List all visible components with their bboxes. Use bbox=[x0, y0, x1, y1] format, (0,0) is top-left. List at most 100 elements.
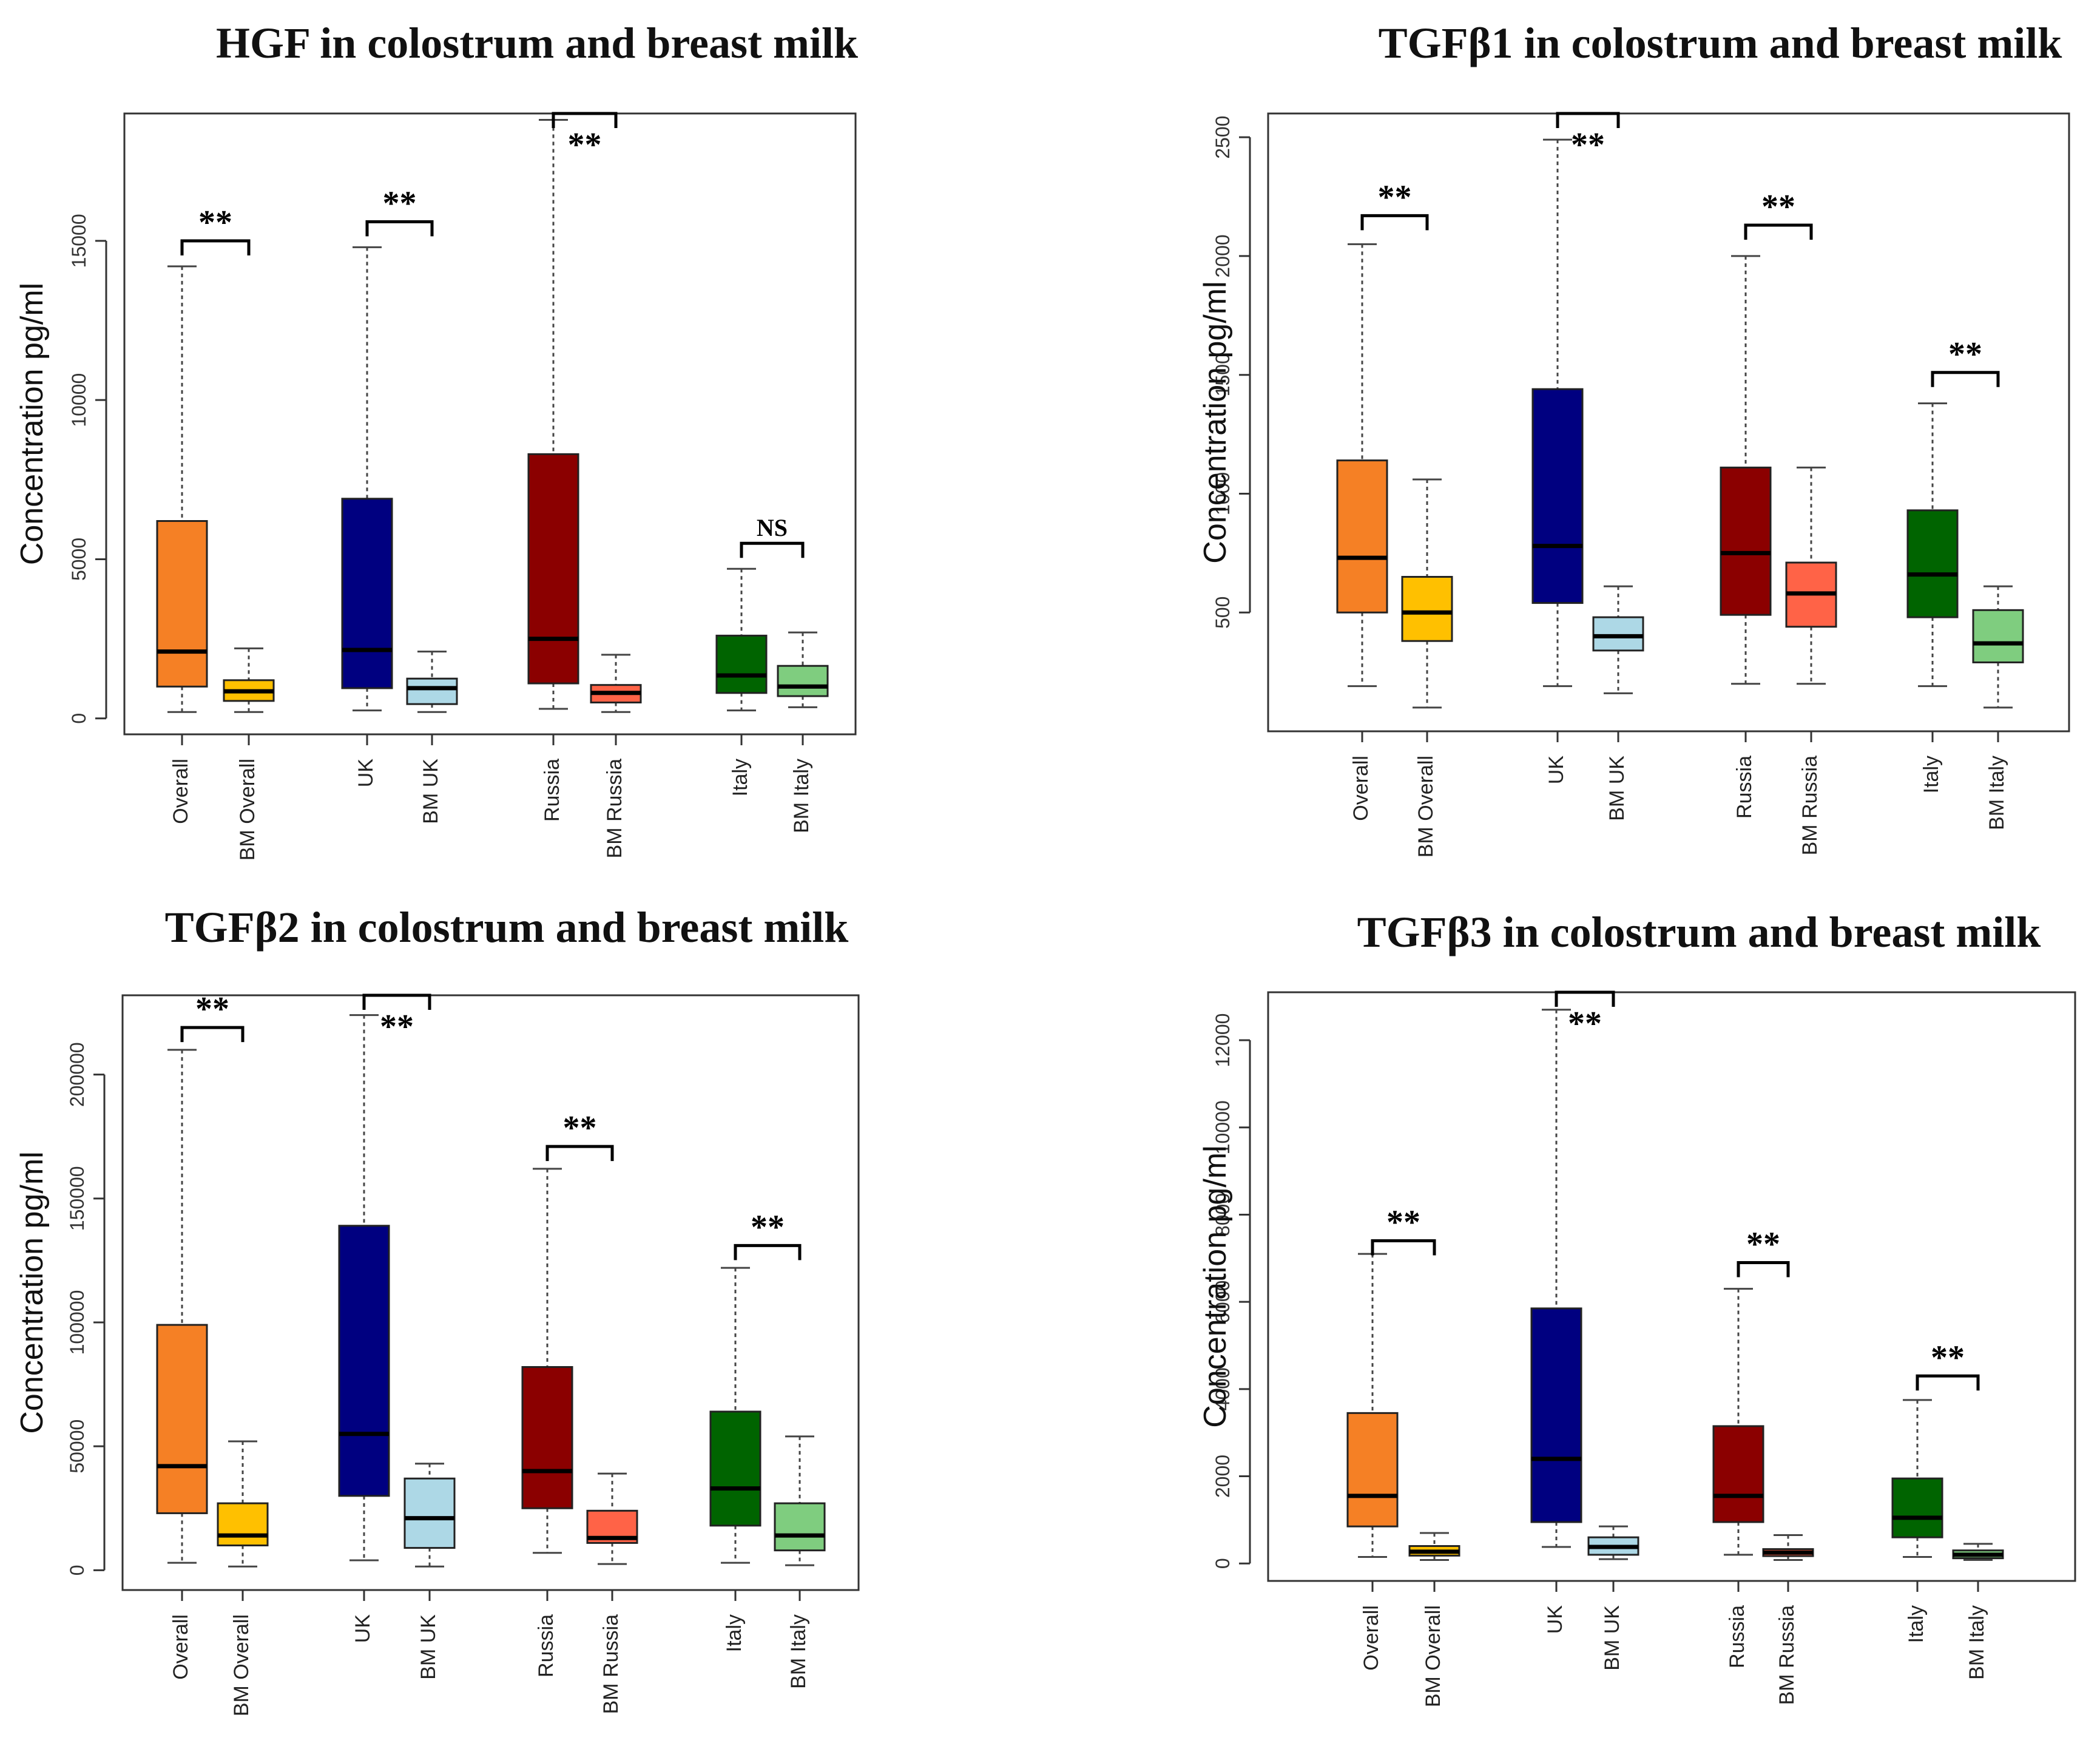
bracket-line bbox=[362, 993, 431, 1010]
chart-title: TGFβ2 in colostrum and breast milk bbox=[165, 903, 849, 952]
x-category-label: Italy bbox=[1920, 756, 1943, 793]
significance-label: ** bbox=[198, 204, 232, 242]
box-italy: Italy bbox=[1891, 1399, 1943, 1643]
box-uk: UK bbox=[1531, 138, 1584, 784]
y-tick-label: 200000 bbox=[66, 1042, 88, 1107]
bracket-line bbox=[1555, 990, 1615, 1007]
x-category-label: UK bbox=[354, 759, 377, 788]
box-bm-italy: BM Italy bbox=[1952, 1543, 2004, 1680]
x-category-label: UK bbox=[351, 1614, 374, 1643]
significance-label: ** bbox=[195, 990, 229, 1028]
plot-frame bbox=[123, 112, 857, 736]
significance-bracket: ** bbox=[1744, 188, 1813, 240]
significance-bracket: ** bbox=[365, 184, 434, 237]
box-iqr bbox=[156, 1324, 208, 1514]
box-bm-italy: BM Italy bbox=[1972, 585, 2024, 830]
significance-bracket: ** bbox=[1737, 1225, 1790, 1277]
significance-bracket: ** bbox=[1916, 1339, 1980, 1391]
box-iqr bbox=[715, 634, 768, 694]
x-category-label: Russia bbox=[541, 759, 564, 822]
significance-bracket: ** bbox=[545, 1109, 614, 1162]
significance-label: ** bbox=[1378, 178, 1412, 216]
box-bm-italy: BM Italy bbox=[774, 1435, 826, 1689]
y-axis-label: Concentration pg/ml bbox=[1198, 1145, 1233, 1427]
significance-bracket: ** bbox=[1371, 1204, 1436, 1256]
significance-label: ** bbox=[751, 1208, 785, 1246]
box-russia: Russia bbox=[1720, 255, 1772, 819]
y-tick-label: 4000 bbox=[1212, 1367, 1234, 1410]
box-iqr bbox=[1720, 466, 1772, 616]
x-category-label: Russia bbox=[535, 1614, 558, 1677]
x-category-label: BM Russia bbox=[1798, 756, 1821, 855]
y-axis-label: Concentration pg/ml bbox=[1198, 281, 1233, 563]
box-bm-russia: BM Russia bbox=[1785, 466, 1837, 855]
box-bm-uk: BM UK bbox=[1592, 585, 1644, 821]
significance-bracket: ** bbox=[1360, 178, 1429, 231]
bracket-line bbox=[1737, 1260, 1790, 1277]
x-category-label: BM Italy bbox=[1985, 756, 2008, 830]
boxplot-panel-3: TGFβ2 in colostrum and breast milk 0 50000… bbox=[15, 903, 860, 1716]
y-tick-label: 1500 bbox=[1212, 353, 1234, 396]
box-iqr bbox=[1972, 609, 2024, 663]
x-category-label: BM Overall bbox=[1422, 1605, 1445, 1707]
box-iqr bbox=[338, 1225, 390, 1497]
bracket-line bbox=[1744, 223, 1813, 240]
bracket-line bbox=[1360, 214, 1429, 231]
significance-label: ** bbox=[1761, 188, 1795, 226]
box-iqr bbox=[1531, 388, 1584, 604]
y-tick-label: 0 bbox=[66, 1565, 88, 1575]
box-russia: Russia bbox=[527, 118, 579, 822]
x-category-label: Overall bbox=[1360, 1605, 1383, 1671]
box-iqr bbox=[1346, 1412, 1399, 1528]
box-iqr bbox=[709, 1410, 761, 1527]
y-tick-label: 8000 bbox=[1212, 1193, 1234, 1236]
box-bm-overall: BM Overall bbox=[217, 1440, 269, 1716]
y-tick-label: 5000 bbox=[68, 538, 90, 581]
bracket-line bbox=[545, 1145, 614, 1162]
y-tick-label: 2500 bbox=[1212, 116, 1234, 159]
bracket-line bbox=[1556, 112, 1620, 128]
box-bm-overall: BM Overall bbox=[1408, 1532, 1460, 1707]
box-bm-overall: BM Overall bbox=[223, 647, 275, 861]
significance-bracket: ** bbox=[734, 1208, 802, 1260]
x-category-label: BM UK bbox=[417, 1614, 440, 1680]
box-overall: Overall bbox=[1346, 1253, 1399, 1671]
x-category-label: Italy bbox=[723, 1614, 746, 1652]
box-iqr bbox=[403, 1477, 456, 1549]
x-category-label: Italy bbox=[729, 759, 752, 796]
x-category-label: Italy bbox=[1905, 1605, 1928, 1643]
chart-title: TGFβ3 in colostrum and breast milk bbox=[1357, 908, 2041, 956]
box-iqr bbox=[1530, 1307, 1582, 1523]
y-tick-label: 0 bbox=[1212, 1558, 1234, 1569]
y-tick-label: 10000 bbox=[1212, 1100, 1234, 1154]
box-bm-italy: BM Italy bbox=[777, 631, 829, 833]
significance-label: ** bbox=[380, 1008, 414, 1046]
y-axis-label: Concentration pg/ml bbox=[15, 1151, 50, 1433]
bracket-line bbox=[365, 220, 434, 237]
y-tick-label: 500 bbox=[1212, 597, 1234, 629]
significance-bracket: ** bbox=[552, 112, 618, 164]
x-category-label: BM Italy bbox=[787, 1614, 810, 1689]
x-category-label: UK bbox=[1544, 1605, 1567, 1634]
significance-bracket: ** bbox=[180, 990, 245, 1043]
box-italy: Italy bbox=[709, 1267, 761, 1652]
box-bm-russia: BM Russia bbox=[590, 654, 642, 858]
plot-frame bbox=[121, 994, 860, 1591]
significance-label: ** bbox=[1386, 1204, 1420, 1242]
box-overall: Overall bbox=[156, 1049, 208, 1680]
box-bm-russia: BM Russia bbox=[1762, 1534, 1814, 1705]
significance-label: ** bbox=[563, 1109, 597, 1147]
box-russia: Russia bbox=[521, 1168, 573, 1677]
box-bm-overall: BM Overall bbox=[1401, 478, 1453, 858]
box-iqr bbox=[1712, 1425, 1764, 1523]
y-tick-label: 12000 bbox=[1212, 1013, 1234, 1068]
box-iqr bbox=[156, 520, 208, 688]
x-category-label: BM UK bbox=[1605, 756, 1629, 821]
y-axis-label: Concentration pg/ml bbox=[15, 283, 50, 565]
box-italy: Italy bbox=[1906, 402, 1959, 793]
y-tick-label: 10000 bbox=[68, 373, 90, 427]
bracket-line bbox=[740, 541, 805, 558]
y-tick-label: 100000 bbox=[66, 1290, 88, 1355]
x-category-label: BM Overall bbox=[236, 759, 259, 861]
significance-bracket: NS bbox=[740, 514, 805, 558]
